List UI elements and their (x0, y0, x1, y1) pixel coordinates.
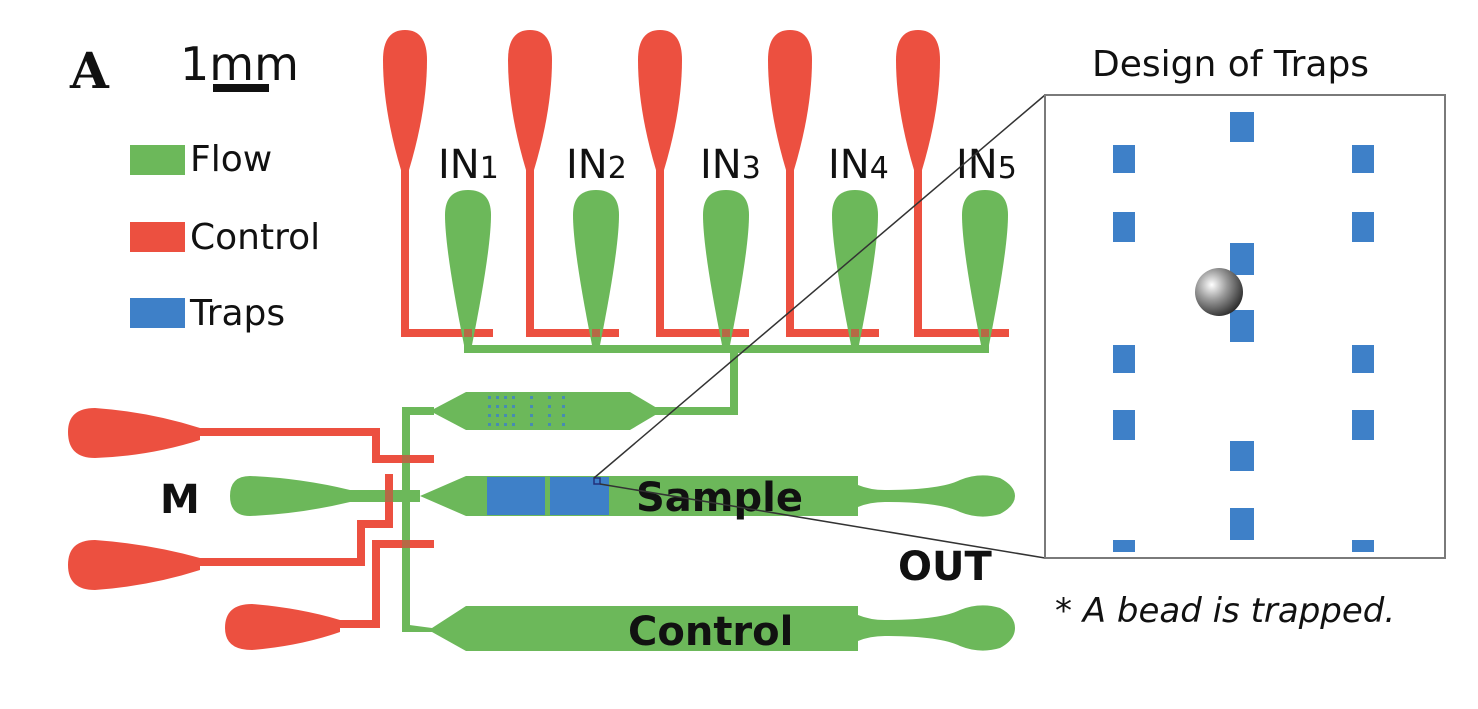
control-inlet-1 (383, 30, 427, 170)
panel-label: A (69, 41, 110, 100)
control-inlet-4 (768, 30, 812, 170)
inset-traps (1113, 112, 1374, 552)
chamber-trap-dots (488, 396, 565, 426)
inlet-label-2: IN2 (566, 142, 627, 188)
zoom-line-top (593, 94, 1046, 479)
valve-crossings-top (464, 329, 989, 337)
bead-icon (1195, 268, 1243, 316)
control-inlet-2 (508, 30, 552, 170)
outlet-label: OUT (898, 544, 992, 590)
control-inlet-3 (638, 30, 682, 170)
legend: Flow Control Traps (130, 139, 320, 334)
flow-inlet-3 (703, 190, 749, 345)
trap-zoom-marker (593, 477, 601, 485)
inlet-labels: IN1 IN2 IN3 IN4 IN5 (438, 142, 1017, 188)
legend-label-control: Control (190, 217, 320, 258)
control-port-1 (68, 408, 200, 458)
inset-note: * A bead is trapped. (1055, 591, 1395, 631)
control-port-3 (225, 604, 340, 650)
mixing-chamber (430, 392, 662, 430)
legend-label-flow: Flow (190, 139, 272, 180)
zoom-line-bottom (599, 483, 1046, 559)
legend-swatch-flow (130, 145, 185, 175)
control-layer-top (383, 30, 1009, 337)
valve-crossings-bottom (385, 455, 410, 548)
control-layer-bottom (68, 408, 434, 650)
control-channel (402, 605, 1015, 651)
inlet-label-5: IN5 (956, 142, 1017, 188)
control-port-2 (68, 540, 200, 590)
control-label: Control (628, 609, 793, 655)
flow-inlet-1 (445, 190, 491, 345)
flow-layer-top (445, 190, 1008, 415)
scale-bar-label: 1mm (180, 37, 299, 91)
scale-bar (213, 84, 269, 92)
trap-divider (545, 477, 550, 515)
inlet-label-3: IN3 (700, 142, 761, 188)
flow-inlet-2 (573, 190, 619, 345)
flow-inlet-4 (832, 190, 878, 345)
inset-title: Design of Traps (1092, 44, 1369, 85)
control-inlet-5 (896, 30, 940, 170)
inlet-label-1: IN1 (438, 142, 499, 188)
legend-label-traps: Traps (189, 293, 285, 334)
mix-inlet (230, 476, 420, 516)
legend-swatch-traps (130, 298, 185, 328)
flow-inlet-5 (962, 190, 1008, 345)
inlet-label-4: IN4 (828, 142, 889, 188)
mix-label: M (160, 477, 200, 523)
trap-region (487, 477, 609, 515)
legend-swatch-control (130, 222, 185, 252)
